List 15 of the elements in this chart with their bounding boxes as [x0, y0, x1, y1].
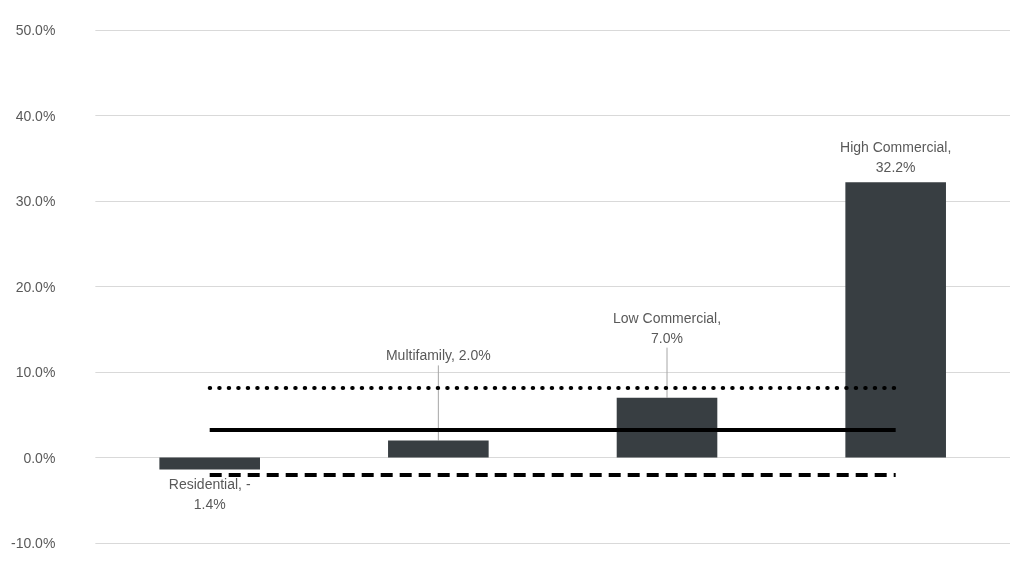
- y-tick-label: 10.0%: [15, 364, 56, 380]
- y-tick-label: 30.0%: [15, 193, 56, 209]
- y-tick-label: 20.0%: [15, 278, 56, 295]
- y-tick-label: -10.0%: [11, 535, 56, 551]
- y-tick-label: 40.0%: [15, 107, 56, 124]
- bar: [159, 457, 260, 470]
- bar: [616, 397, 718, 458]
- data-label: Low Commercial, 7.0%: [612, 309, 722, 346]
- data-label: High Commercial, 32.2%: [840, 139, 952, 176]
- data-label: Residential, - 1.4%: [168, 476, 251, 513]
- bar: [388, 440, 489, 458]
- y-tick-label: 0.0%: [23, 449, 56, 466]
- bar: [845, 182, 946, 458]
- y-tick-label: 50.0%: [15, 22, 56, 38]
- data-label: Multifamily, 2.0%: [385, 347, 491, 364]
